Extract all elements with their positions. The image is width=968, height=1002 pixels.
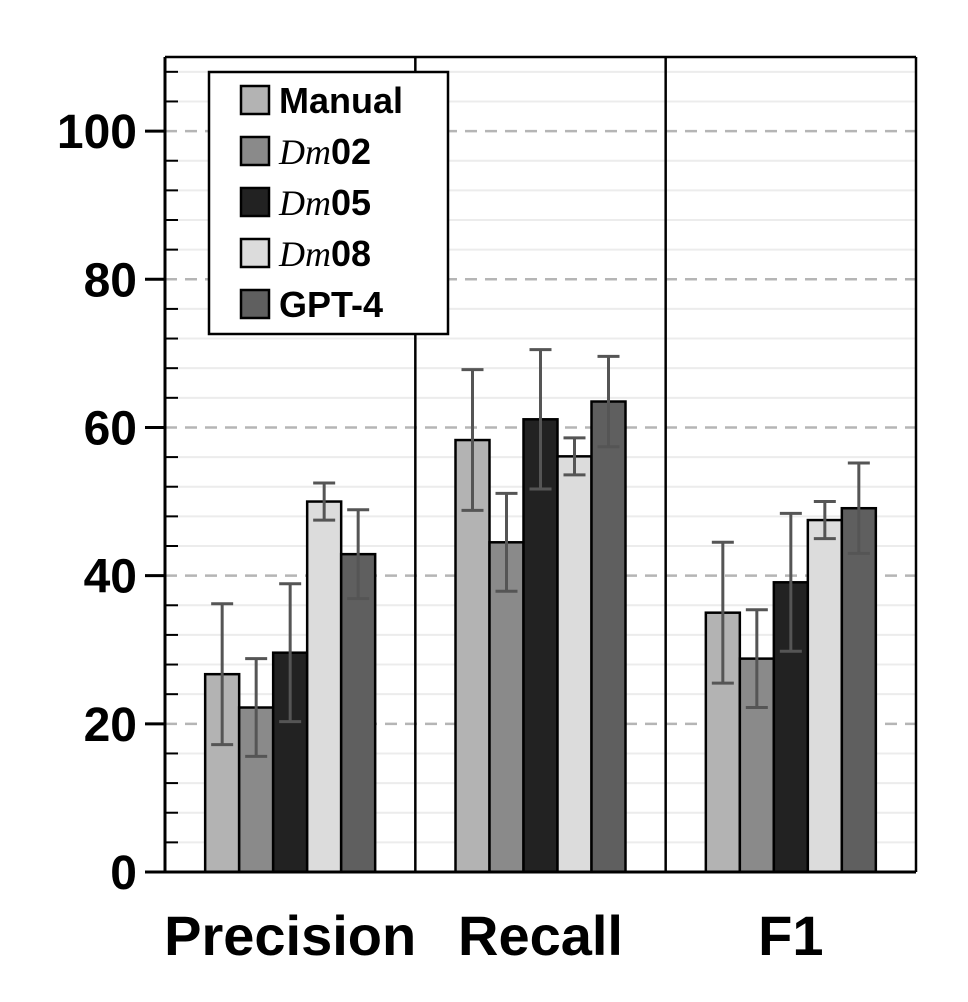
error-bar-gpt4-precision	[347, 508, 370, 601]
error-bar-dm02-recall	[495, 491, 518, 593]
legend-entry: Dm02	[239, 131, 371, 172]
legend-swatch	[239, 186, 271, 218]
error-bar-gpt4-f1	[847, 461, 870, 555]
y-tick-label: 40	[84, 551, 137, 604]
legend-swatch	[239, 135, 271, 167]
error-bar-dm08-recall	[563, 436, 586, 477]
y-tick-label: 0	[110, 847, 137, 900]
legend: Manual Dm02 Dm05 Dm08 GPT-4	[207, 70, 450, 336]
x-category-label: F1	[758, 904, 823, 967]
bars	[203, 400, 878, 874]
error-bar-dm02-precision	[245, 657, 268, 758]
legend-entry: Dm08	[239, 233, 371, 274]
y-axis-ticks: 0 20 40 60 80 100	[57, 70, 178, 900]
bar-gpt4-f1	[840, 506, 878, 874]
x-category-label: Recall	[458, 904, 623, 967]
y-tick-label: 100	[57, 106, 137, 159]
y-tick-label: 60	[84, 402, 137, 455]
legend-entry: Dm05	[239, 182, 371, 223]
legend-entry: Manual	[239, 80, 403, 121]
bar-gpt4-precision	[339, 552, 377, 874]
y-tick-label: 20	[84, 699, 137, 752]
legend-label: Dm08	[278, 233, 371, 274]
legend-label: Dm05	[278, 182, 371, 223]
legend-label: Manual	[279, 80, 403, 121]
bar-gpt4-recall	[590, 400, 627, 874]
legend-label: Dm02	[278, 131, 371, 172]
error-bar-gpt4-recall	[597, 354, 620, 449]
error-bar-dm05-precision	[279, 582, 302, 724]
bar-dm08-f1	[806, 518, 844, 874]
error-bar-dm05-recall	[529, 348, 552, 491]
legend-entry: GPT-4	[239, 284, 383, 325]
x-category-label: Precision	[164, 904, 416, 967]
error-bar-dm08-precision	[313, 481, 336, 522]
error-bars	[211, 348, 870, 758]
legend-swatch	[239, 84, 271, 116]
legend-swatch	[239, 288, 271, 320]
bar-dm08-recall	[556, 455, 593, 874]
x-axis-category-labels: Precision Recall F1	[164, 904, 823, 967]
error-bar-manual-precision	[211, 602, 234, 747]
legend-swatch	[239, 237, 271, 269]
error-bar-manual-recall	[461, 368, 484, 512]
error-bar-dm08-f1	[813, 500, 836, 541]
legend-label: GPT-4	[279, 284, 383, 325]
error-bar-dm02-f1	[745, 608, 768, 710]
plot-frame	[145, 55, 918, 874]
error-bar-dm05-f1	[779, 511, 802, 653]
bar-dm08-precision	[305, 500, 343, 874]
error-bar-manual-f1	[711, 540, 734, 685]
y-tick-label: 80	[84, 254, 137, 307]
